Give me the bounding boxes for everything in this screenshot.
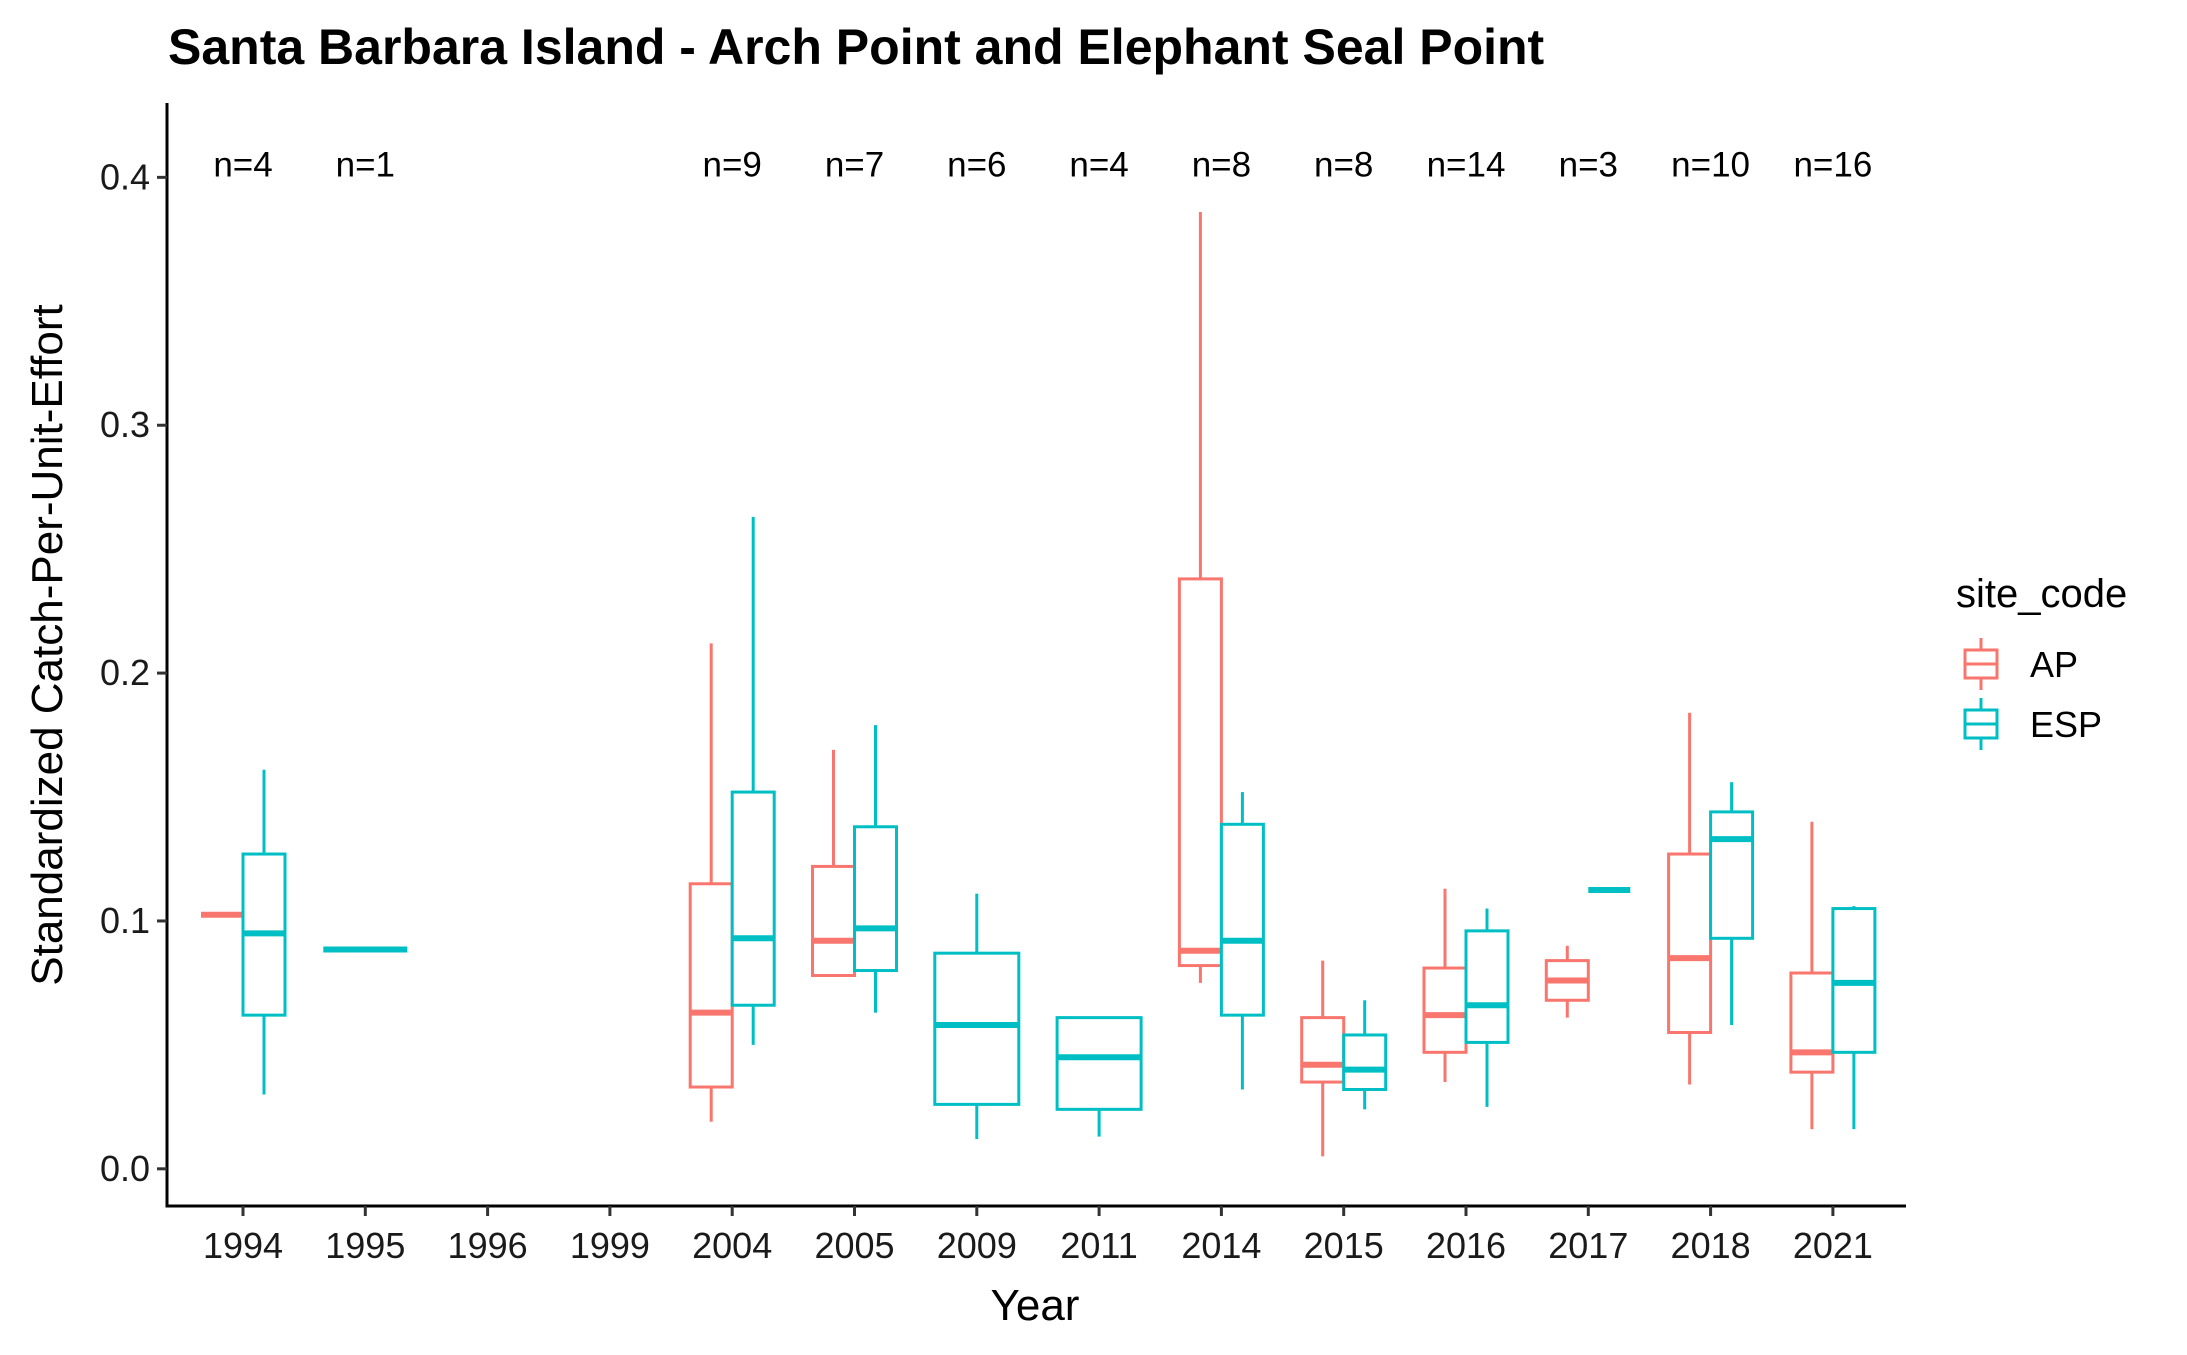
box-ap-2004 bbox=[688, 643, 734, 1122]
series-ap bbox=[201, 212, 1835, 1157]
box-ap-2015 bbox=[1300, 960, 1346, 1157]
sample-size-label: n=9 bbox=[703, 146, 762, 185]
y-axis-title: Standardized Catch-Per-Unit-Effort bbox=[23, 304, 72, 985]
y-tick-label: 0.0 bbox=[100, 1148, 150, 1189]
box-iqr bbox=[853, 825, 898, 973]
x-axis-ticks: 1994 1995 1996 1999 2004 2005 2009 2011 2014 2015… bbox=[203, 1206, 1873, 1266]
box-esp-2005 bbox=[853, 725, 898, 1013]
x-tick-label: 2018 bbox=[1671, 1225, 1751, 1266]
box-esp-2014 bbox=[1219, 792, 1265, 1090]
box-iqr bbox=[1464, 929, 1510, 1044]
sample-size-label: n=6 bbox=[947, 146, 1006, 185]
sample-size-labels: n=4 n=1 n=9 n=7 n=6 n=4 n=8 n=8 n=14 n=3 n=10 n=16 bbox=[213, 146, 1872, 185]
x-tick-label: 1999 bbox=[570, 1225, 650, 1266]
legend-item-ap: AP bbox=[1963, 638, 2078, 690]
x-tick-label: 2011 bbox=[1060, 1225, 1137, 1266]
x-tick-label: 2014 bbox=[1181, 1225, 1261, 1266]
box-iqr bbox=[1055, 1016, 1143, 1111]
box-esp-2011 bbox=[1055, 1016, 1143, 1137]
box-iqr bbox=[1342, 1033, 1388, 1092]
box-iqr bbox=[1300, 1016, 1346, 1084]
x-tick-label: 2009 bbox=[937, 1225, 1017, 1266]
sample-size-label: n=3 bbox=[1559, 146, 1618, 185]
x-tick-label: 2016 bbox=[1426, 1225, 1506, 1266]
box-esp-2015 bbox=[1342, 1000, 1388, 1110]
box-iqr bbox=[1422, 966, 1468, 1054]
box-esp-1994 bbox=[241, 769, 287, 1095]
x-tick-label: 2017 bbox=[1548, 1225, 1628, 1266]
chart-title: Santa Barbara Island - Arch Point and El… bbox=[168, 19, 1545, 75]
box-iqr bbox=[730, 790, 776, 1007]
y-tick-label: 0.4 bbox=[100, 156, 150, 197]
y-tick-label: 0.3 bbox=[100, 404, 150, 445]
box-iqr bbox=[1177, 577, 1223, 968]
sample-size-label: n=14 bbox=[1427, 146, 1506, 185]
legend-title: site_code bbox=[1956, 572, 2127, 616]
y-axis-ticks: 0.0 0.1 0.2 0.3 0.4 bbox=[100, 156, 167, 1189]
sample-size-label: n=4 bbox=[1069, 146, 1128, 185]
box-iqr bbox=[811, 864, 856, 977]
axes bbox=[165, 103, 1906, 1208]
x-tick-label: 2005 bbox=[814, 1225, 894, 1266]
legend-label: ESP bbox=[2030, 704, 2102, 745]
series-esp bbox=[241, 516, 1877, 1140]
box-iqr bbox=[1709, 810, 1755, 940]
sample-size-label: n=1 bbox=[336, 146, 395, 185]
legend-label: AP bbox=[2030, 644, 2078, 685]
sample-size-label: n=8 bbox=[1192, 146, 1251, 185]
sample-size-label: n=4 bbox=[213, 146, 272, 185]
legend: site_code AP ESP bbox=[1956, 572, 2127, 750]
x-tick-label: 2015 bbox=[1304, 1225, 1384, 1266]
x-tick-label: 2021 bbox=[1793, 1225, 1873, 1266]
box-ap-2014 bbox=[1177, 212, 1223, 983]
y-tick-label: 0.2 bbox=[100, 652, 150, 693]
box-iqr bbox=[1219, 822, 1265, 1017]
sample-size-label: n=16 bbox=[1793, 146, 1872, 185]
box-ap-2018 bbox=[1667, 712, 1713, 1085]
x-tick-label: 1995 bbox=[325, 1225, 405, 1266]
box-esp-2004 bbox=[730, 516, 776, 1045]
box-ap-2016 bbox=[1422, 888, 1468, 1083]
box-iqr bbox=[1667, 852, 1713, 1034]
box-iqr bbox=[1789, 971, 1835, 1074]
box-iqr bbox=[933, 951, 1021, 1106]
sample-size-label: n=10 bbox=[1671, 146, 1750, 185]
x-axis-title: Year bbox=[991, 1281, 1080, 1330]
box-ap-2005 bbox=[811, 749, 856, 977]
box-esp-2021 bbox=[1831, 906, 1877, 1130]
sample-size-label: n=7 bbox=[825, 146, 884, 185]
box-ap-2017 bbox=[1544, 945, 1590, 1018]
sample-size-label: n=8 bbox=[1314, 146, 1373, 185]
legend-item-esp: ESP bbox=[1963, 698, 2102, 750]
box-esp-2009 bbox=[933, 893, 1021, 1140]
x-tick-label: 1996 bbox=[448, 1225, 528, 1266]
x-tick-label: 2004 bbox=[692, 1225, 772, 1266]
y-tick-label: 0.1 bbox=[100, 900, 150, 941]
box-layer bbox=[201, 212, 1877, 1157]
x-tick-label: 1994 bbox=[203, 1225, 283, 1266]
box-esp-2018 bbox=[1709, 782, 1755, 1026]
box-iqr bbox=[688, 882, 734, 1089]
legend-items: AP ESP bbox=[1963, 638, 2102, 750]
box-ap-2021 bbox=[1789, 821, 1835, 1130]
box-esp-2016 bbox=[1464, 908, 1510, 1107]
